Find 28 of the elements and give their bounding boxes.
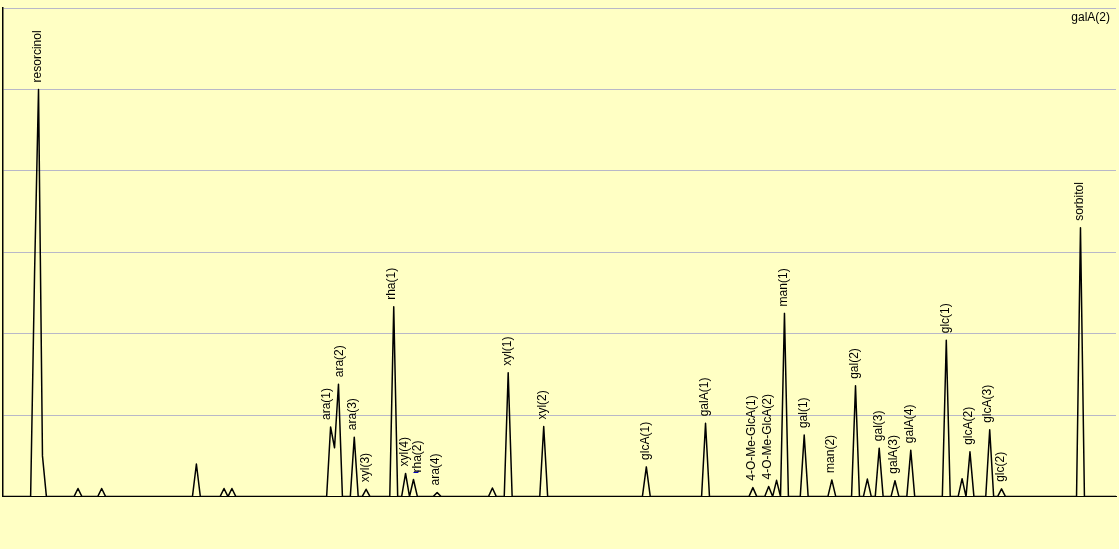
annotation: ara(4) xyxy=(428,453,443,486)
annotation: ara(2) xyxy=(332,345,347,378)
annotation: 4-O-Me-GlcA(1) xyxy=(744,395,759,481)
annotation: glcA(1) xyxy=(637,421,652,460)
annotation: ara(1) xyxy=(319,387,334,420)
annotation: glcA(3) xyxy=(980,384,995,423)
annotation: man(2) xyxy=(823,434,838,473)
annotation: galA(1) xyxy=(696,377,711,417)
annotation: xyl(1) xyxy=(499,336,514,366)
annotation: gal(1) xyxy=(795,397,810,429)
annotation: glcA(2) xyxy=(961,406,976,445)
annotation: glc(1) xyxy=(937,303,952,334)
annotation: galA(3) xyxy=(886,435,901,474)
annotation: 4-O-Me-GlcA(2) xyxy=(759,394,774,480)
annotation: rha(2) xyxy=(410,440,425,473)
annotation: galA(4) xyxy=(902,404,917,444)
annotation: rha(1) xyxy=(384,267,399,300)
annotation: xyl(4) xyxy=(397,437,412,467)
annotation: man(1) xyxy=(775,268,790,307)
annotation: gal(2) xyxy=(846,348,861,379)
annotation: resorcinol xyxy=(29,30,44,83)
annotation: glc(2) xyxy=(993,451,1008,482)
text: galA(2) xyxy=(1071,10,1110,25)
annotation: xyl(2) xyxy=(535,390,550,420)
annotation: ara(3) xyxy=(345,398,360,431)
annotation: sorbitol xyxy=(1071,182,1086,221)
annotation: xyl(3) xyxy=(358,452,373,483)
annotation: gal(3) xyxy=(870,410,885,442)
